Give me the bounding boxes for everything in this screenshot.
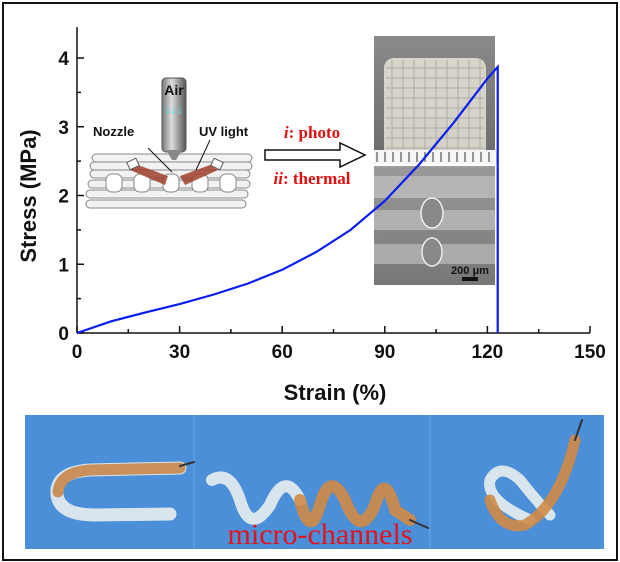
- y-tick-label: 1: [58, 255, 69, 276]
- micro-channels-caption: micro-channels: [228, 518, 413, 551]
- uv-beam-right: [180, 165, 218, 185]
- air-flow-arrows-icon: ↓↓↓: [165, 102, 183, 116]
- uv-light-label: UV light: [199, 124, 249, 139]
- x-tick-label: 150: [574, 342, 606, 363]
- y-tick-label: 4: [58, 49, 69, 70]
- nozzle-label: Nozzle: [93, 124, 134, 139]
- scaffold-photo: [374, 36, 498, 164]
- y-axis-label: Stress (MPa): [16, 129, 41, 262]
- air-label: Air: [164, 82, 184, 98]
- uv-beam-left: [130, 165, 168, 185]
- scale-bar: [462, 277, 478, 281]
- uv-lamp-right-icon: [210, 157, 224, 171]
- printed-lattice: [85, 153, 253, 209]
- u-shaped-tube-photo: [50, 461, 195, 522]
- loop-tube-photo: [484, 419, 583, 532]
- printing-schematic: Air ↓↓↓ Nozzle UV light: [85, 77, 253, 209]
- spiral-tube-photo: [206, 471, 429, 529]
- step-thermal-label: ii: thermal: [274, 169, 351, 188]
- y-tick-label: 0: [58, 324, 69, 345]
- scale-bar-label: 200 μm: [451, 265, 489, 277]
- x-tick-label: 60: [272, 342, 293, 363]
- micro-channel-photos: micro-channels: [25, 415, 604, 551]
- x-axis-label: Strain (%): [284, 380, 387, 405]
- sem-image: 200 μm: [374, 166, 495, 285]
- uv-lamp-left-icon: [126, 157, 140, 171]
- stress-strain-curve: [76, 63, 499, 335]
- y-tick-label: 2: [58, 187, 69, 208]
- x-tick-label: 90: [374, 342, 395, 363]
- x-tick-label: 0: [72, 342, 83, 363]
- process-arrow-icon: [264, 141, 367, 169]
- step-photo-label: i: photo: [284, 123, 340, 142]
- x-tick-label: 30: [169, 342, 190, 363]
- x-tick-label: 120: [472, 342, 504, 363]
- axes: [76, 27, 591, 334]
- y-tick-label: 3: [58, 118, 69, 139]
